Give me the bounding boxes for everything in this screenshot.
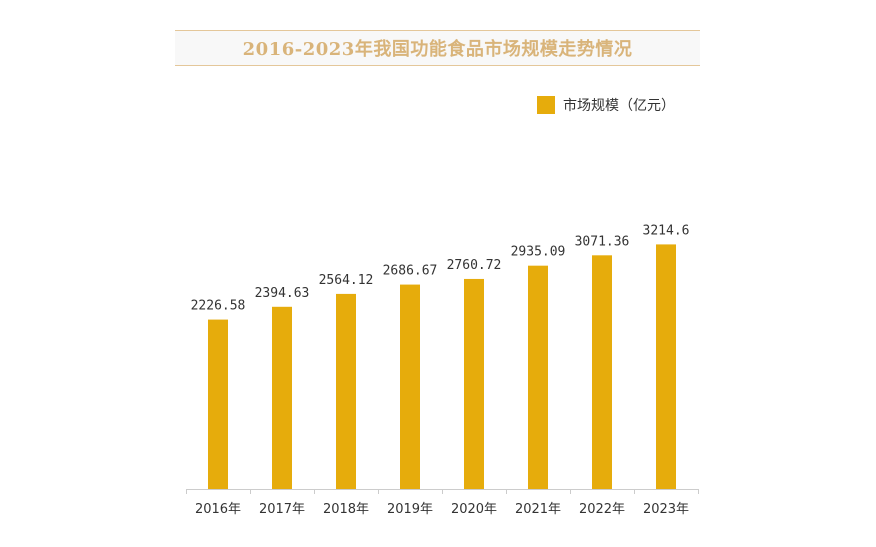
data-label: 2564.12 [319, 273, 374, 288]
bar [336, 293, 356, 489]
legend-label: 市场规模（亿元） [563, 98, 675, 114]
bar [272, 306, 292, 489]
legend-swatch [537, 96, 555, 114]
data-label: 2226.58 [191, 299, 246, 314]
data-label: 3214.6 [643, 223, 690, 238]
bar [592, 255, 612, 489]
x-tick-label: 2021年 [515, 502, 561, 517]
legend: 市场规模（亿元） [537, 95, 675, 115]
data-label: 2935.09 [511, 245, 566, 260]
bar [208, 319, 228, 489]
x-tick-label: 2023年 [643, 502, 689, 517]
x-tick-label: 2019年 [387, 502, 433, 517]
x-tick-label: 2018年 [323, 502, 369, 517]
x-tick-label: 2020年 [451, 502, 497, 517]
data-label: 2686.67 [383, 264, 438, 279]
chart-title-band: 2016-2023年我国功能食品市场规模走势情况 [175, 30, 700, 66]
bar [528, 265, 548, 489]
x-tick-label: 2017年 [259, 502, 305, 517]
x-tick-label: 2022年 [579, 502, 625, 517]
bar [400, 284, 420, 489]
data-label: 3071.36 [575, 234, 630, 249]
bar [656, 244, 676, 489]
data-label: 2760.72 [447, 258, 502, 273]
x-tick-label: 2016年 [195, 502, 241, 517]
data-label: 2394.63 [255, 286, 310, 301]
bar [464, 278, 484, 489]
chart-title: 2016-2023年我国功能食品市场规模走势情况 [242, 39, 633, 60]
